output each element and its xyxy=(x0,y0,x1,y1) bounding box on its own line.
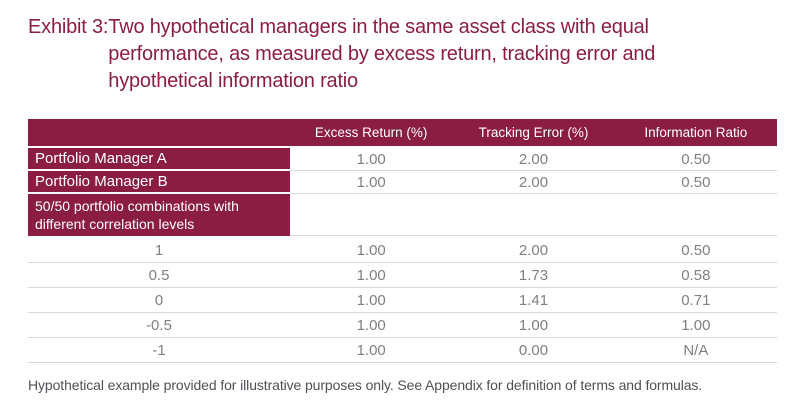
title-line-1: Two hypothetical managers in the same as… xyxy=(108,16,649,38)
table-row-manager-a: Portfolio Manager A 1.00 2.00 0.50 xyxy=(28,148,777,171)
title-line-2: performance, as measured by excess retur… xyxy=(108,43,656,65)
cell-excess-return: 1.00 xyxy=(290,263,453,288)
corr-value: -1 xyxy=(28,338,290,363)
header-cell-empty xyxy=(28,119,290,146)
cell-excess-return: 1.00 xyxy=(290,313,453,338)
corr-value: 1 xyxy=(28,238,290,263)
corr-value: 0 xyxy=(28,288,290,313)
exhibit-title: Exhibit 3: Two hypothetical managers in … xyxy=(28,14,655,95)
cell-tracking-error: 0.00 xyxy=(452,338,615,363)
table-row-group-header: 50/50 portfolio combinations with differ… xyxy=(28,194,777,236)
header-cell-excess-return: Excess Return (%) xyxy=(314,125,428,140)
cell-empty xyxy=(290,194,453,236)
exhibit-label: Exhibit 3: xyxy=(28,16,109,38)
cell-excess-return: 1.00 xyxy=(290,338,453,363)
cell-information-ratio: 0.50 xyxy=(614,238,777,263)
row-label: Portfolio Manager B xyxy=(28,171,290,194)
exhibit-table: Excess Return (%) Tracking Error (%) Inf… xyxy=(28,119,777,363)
cell-tracking-error: 1.41 xyxy=(452,288,615,313)
cell-excess-return: 1.00 xyxy=(290,238,453,263)
cell-tracking-error: 2.00 xyxy=(452,238,615,263)
table-row-manager-b: Portfolio Manager B 1.00 2.00 0.50 xyxy=(28,171,777,194)
group-label-line-1: 50/50 portfolio combinations with xyxy=(35,198,239,214)
header-cell-tracking-error: Tracking Error (%) xyxy=(478,125,589,140)
group-label-line-2: different correlation levels xyxy=(35,216,195,232)
cell-tracking-error: 2.00 xyxy=(452,148,615,171)
cell-excess-return: 1.00 xyxy=(290,288,453,313)
cell-empty xyxy=(614,194,777,236)
cell-excess-return: 1.00 xyxy=(290,148,453,171)
row-label: Portfolio Manager A xyxy=(28,148,290,171)
cell-tracking-error: 1.00 xyxy=(452,313,615,338)
table-header-row: Excess Return (%) Tracking Error (%) Inf… xyxy=(28,119,777,146)
cell-information-ratio: 1.00 xyxy=(614,313,777,338)
cell-information-ratio: 0.50 xyxy=(614,148,777,171)
table-row-corr-neg0point5: -0.5 1.00 1.00 1.00 xyxy=(28,313,777,338)
corr-value: 0.5 xyxy=(28,263,290,288)
table-row-corr-0: 0 1.00 1.41 0.71 xyxy=(28,288,777,313)
cell-tracking-error: 2.00 xyxy=(452,171,615,194)
group-label: 50/50 portfolio combinations with differ… xyxy=(28,194,290,236)
cell-empty xyxy=(452,194,615,236)
exhibit-title-text: Two hypothetical managers in the same as… xyxy=(108,14,655,95)
cell-information-ratio: 0.50 xyxy=(614,171,777,194)
header-cell-information-ratio: Information Ratio xyxy=(644,125,748,140)
cell-information-ratio: 0.58 xyxy=(614,263,777,288)
table-row-corr-neg1: -1 1.00 0.00 N/A xyxy=(28,338,777,363)
footnote: Hypothetical example provided for illust… xyxy=(28,377,703,393)
cell-information-ratio: 0.71 xyxy=(614,288,777,313)
cell-excess-return: 1.00 xyxy=(290,171,453,194)
corr-value: -0.5 xyxy=(28,313,290,338)
table-row-corr-0point5: 0.5 1.00 1.73 0.58 xyxy=(28,263,777,288)
title-line-3: hypothetical information ratio xyxy=(108,70,358,92)
cell-tracking-error: 1.73 xyxy=(452,263,615,288)
cell-information-ratio: N/A xyxy=(614,338,777,363)
table-row-corr-1: 1 1.00 2.00 0.50 xyxy=(28,238,777,263)
